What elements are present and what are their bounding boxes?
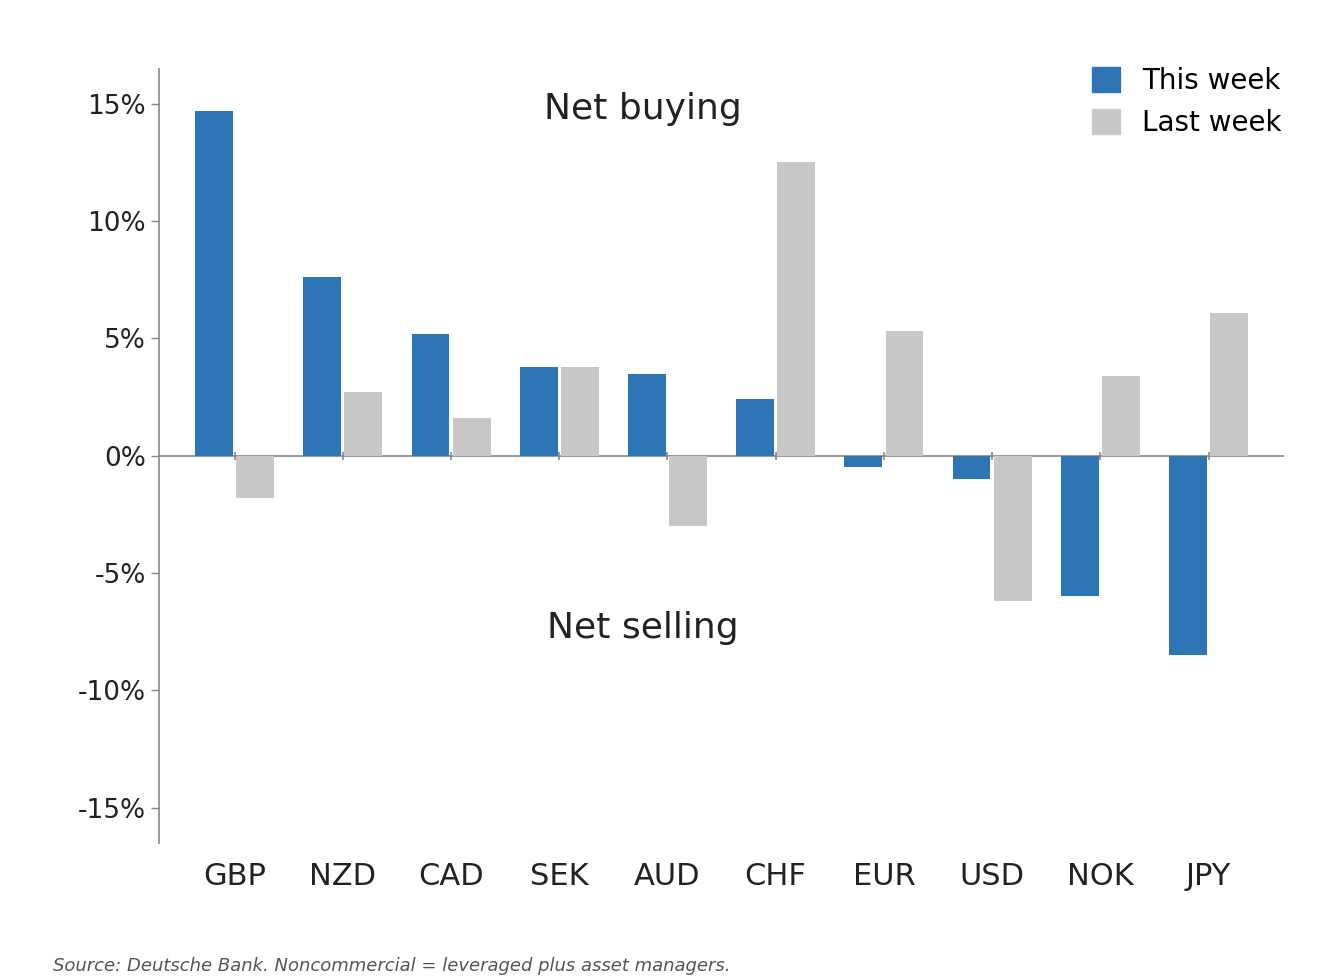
Text: Net buying: Net buying bbox=[544, 92, 741, 125]
Bar bbox=[1169, 456, 1207, 655]
Bar bbox=[561, 367, 598, 456]
Bar bbox=[195, 111, 233, 456]
Bar bbox=[236, 456, 274, 498]
Bar bbox=[886, 331, 923, 456]
Bar bbox=[777, 163, 816, 456]
Text: Source: Deutsche Bank. Noncommercial = leveraged plus asset managers.: Source: Deutsche Bank. Noncommercial = l… bbox=[53, 957, 731, 975]
Bar bbox=[994, 456, 1031, 601]
Bar bbox=[1210, 313, 1249, 456]
Bar bbox=[412, 334, 449, 456]
Bar bbox=[344, 392, 383, 456]
Bar bbox=[952, 456, 990, 479]
Bar bbox=[628, 373, 666, 456]
Legend: This week, Last week: This week, Last week bbox=[1092, 67, 1282, 137]
Bar bbox=[1102, 376, 1140, 456]
Bar bbox=[1061, 456, 1099, 597]
Bar bbox=[453, 418, 491, 456]
Bar bbox=[669, 456, 707, 526]
Bar bbox=[736, 400, 775, 456]
Bar bbox=[520, 367, 557, 456]
Text: Net selling: Net selling bbox=[547, 611, 739, 645]
Bar bbox=[303, 277, 342, 456]
Bar bbox=[845, 456, 882, 467]
